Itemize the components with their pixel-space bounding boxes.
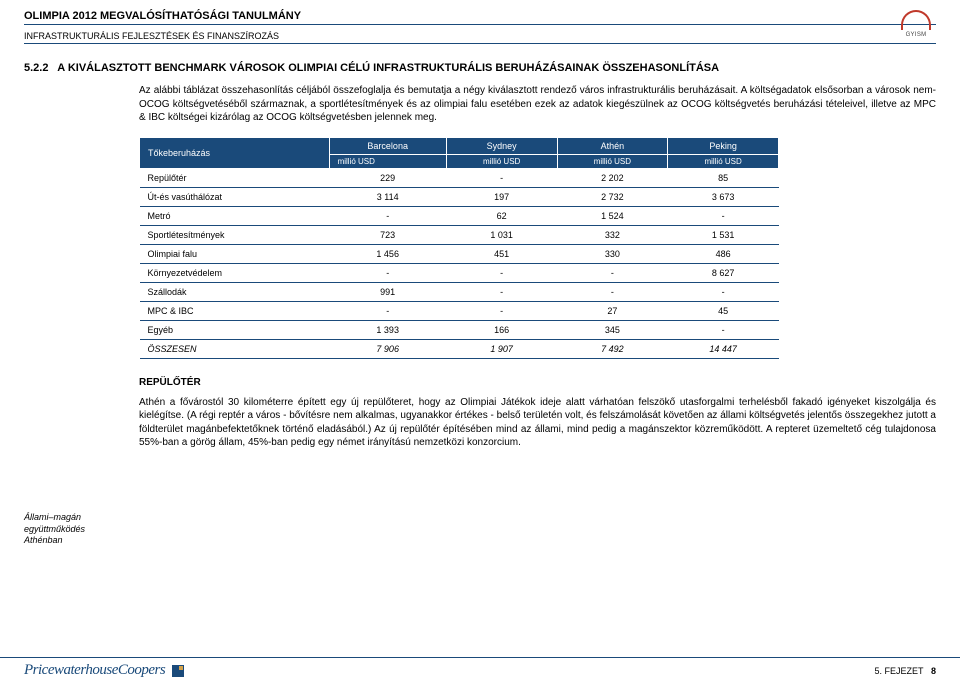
cell-value: - bbox=[329, 301, 446, 320]
section-heading: 5.2.2 A KIVÁLASZTOTT BENCHMARK VÁROSOK O… bbox=[24, 62, 936, 74]
col-header-city: Barcelona bbox=[329, 137, 446, 154]
table-row: Olimpiai falu1 456451330486 bbox=[140, 244, 779, 263]
cell-value: 166 bbox=[446, 320, 557, 339]
cell-value: - bbox=[446, 263, 557, 282]
page-footer: PricewaterhouseCoopers 5. FEJEZET 8 bbox=[0, 657, 960, 679]
table-row: Repülőtér229-2 20285 bbox=[140, 168, 779, 187]
cell-value: 991 bbox=[329, 282, 446, 301]
cell-value: 85 bbox=[668, 168, 779, 187]
org-logo-text: GYISM bbox=[896, 32, 936, 38]
col-header-unit: millió USD bbox=[557, 154, 668, 168]
table-row-total: ÖSSZESEN7 9061 9077 49214 447 bbox=[140, 339, 779, 358]
cell-value: 7 906 bbox=[329, 339, 446, 358]
org-logo: GYISM bbox=[896, 10, 936, 46]
benchmark-table: Tőkeberuházás Barcelona Sydney Athén Pek… bbox=[139, 137, 779, 359]
cell-value: 229 bbox=[329, 168, 446, 187]
cell-value: - bbox=[557, 263, 668, 282]
cell-value: 1 907 bbox=[446, 339, 557, 358]
col-header-city: Athén bbox=[557, 137, 668, 154]
pwc-logo-icon bbox=[172, 665, 184, 677]
intro-paragraph: Az alábbi táblázat összehasonlítás céljá… bbox=[139, 84, 936, 125]
row-label: Környezetvédelem bbox=[140, 263, 330, 282]
col-header-unit: millió USD bbox=[668, 154, 779, 168]
pwc-logo-text: PricewaterhouseCoopers bbox=[24, 662, 165, 678]
col-header-category: Tőkeberuházás bbox=[140, 137, 330, 168]
cell-value: - bbox=[329, 263, 446, 282]
cell-value: 345 bbox=[557, 320, 668, 339]
cell-value: 1 524 bbox=[557, 206, 668, 225]
cell-value: 3 673 bbox=[668, 187, 779, 206]
table-row: Út-és vasúthálózat3 1141972 7323 673 bbox=[140, 187, 779, 206]
pwc-logo: PricewaterhouseCoopers bbox=[24, 662, 184, 679]
col-header-city: Peking bbox=[668, 137, 779, 154]
cell-value: 7 492 bbox=[557, 339, 668, 358]
table-row: Egyéb1 393166345- bbox=[140, 320, 779, 339]
row-label: Egyéb bbox=[140, 320, 330, 339]
cell-value: 486 bbox=[668, 244, 779, 263]
subsection-heading: REPÜLŐTÉR bbox=[139, 377, 936, 388]
doc-title: OLIMPIA 2012 MEGVALÓSÍTHATÓSÁGI TANULMÁN… bbox=[24, 10, 936, 25]
cell-value: 62 bbox=[446, 206, 557, 225]
page-number-value: 8 bbox=[931, 666, 936, 676]
cell-value: 1 456 bbox=[329, 244, 446, 263]
cell-value: 8 627 bbox=[668, 263, 779, 282]
cell-value: - bbox=[668, 206, 779, 225]
cell-value: 330 bbox=[557, 244, 668, 263]
cell-value: - bbox=[446, 168, 557, 187]
section-title: A KIVÁLASZTOTT BENCHMARK VÁROSOK OLIMPIA… bbox=[57, 62, 719, 74]
cell-value: 1 531 bbox=[668, 225, 779, 244]
row-label: MPC & IBC bbox=[140, 301, 330, 320]
margin-note: Állami–magán együttműködés Athénban bbox=[24, 512, 124, 547]
cell-value: 1 031 bbox=[446, 225, 557, 244]
page-chapter-label: 5. FEJEZET bbox=[874, 666, 923, 676]
table-row: Szállodák991--- bbox=[140, 282, 779, 301]
cell-value: 2 202 bbox=[557, 168, 668, 187]
cell-value: - bbox=[446, 301, 557, 320]
table-row: MPC & IBC--2745 bbox=[140, 301, 779, 320]
cell-value: 723 bbox=[329, 225, 446, 244]
cell-value: 1 393 bbox=[329, 320, 446, 339]
col-header-city: Sydney bbox=[446, 137, 557, 154]
col-header-unit: millió USD bbox=[446, 154, 557, 168]
cell-value: 3 114 bbox=[329, 187, 446, 206]
col-header-unit: millió USD bbox=[329, 154, 446, 168]
row-label: ÖSSZESEN bbox=[140, 339, 330, 358]
cell-value: - bbox=[557, 282, 668, 301]
cell-value: 451 bbox=[446, 244, 557, 263]
row-label: Metró bbox=[140, 206, 330, 225]
cell-value: 197 bbox=[446, 187, 557, 206]
section-number: 5.2.2 bbox=[24, 62, 48, 74]
table-row: Környezetvédelem---8 627 bbox=[140, 263, 779, 282]
subsection-paragraph: Athén a fővárostól 30 kilométerre építet… bbox=[139, 396, 936, 450]
cell-value: 45 bbox=[668, 301, 779, 320]
cell-value: - bbox=[668, 320, 779, 339]
doc-subtitle: INFRASTRUKTURÁLIS FEJLESZTÉSEK ÉS FINANS… bbox=[24, 31, 936, 44]
row-label: Út-és vasúthálózat bbox=[140, 187, 330, 206]
row-label: Olimpiai falu bbox=[140, 244, 330, 263]
cell-value: 332 bbox=[557, 225, 668, 244]
cell-value: - bbox=[446, 282, 557, 301]
cell-value: 2 732 bbox=[557, 187, 668, 206]
cell-value: 27 bbox=[557, 301, 668, 320]
page-number: 5. FEJEZET 8 bbox=[874, 666, 936, 676]
row-label: Szállodák bbox=[140, 282, 330, 301]
table-row: Metró-621 524- bbox=[140, 206, 779, 225]
cell-value: - bbox=[329, 206, 446, 225]
row-label: Repülőtér bbox=[140, 168, 330, 187]
row-label: Sportlétesítmények bbox=[140, 225, 330, 244]
table-row: Sportlétesítmények7231 0313321 531 bbox=[140, 225, 779, 244]
cell-value: 14 447 bbox=[668, 339, 779, 358]
cell-value: - bbox=[668, 282, 779, 301]
